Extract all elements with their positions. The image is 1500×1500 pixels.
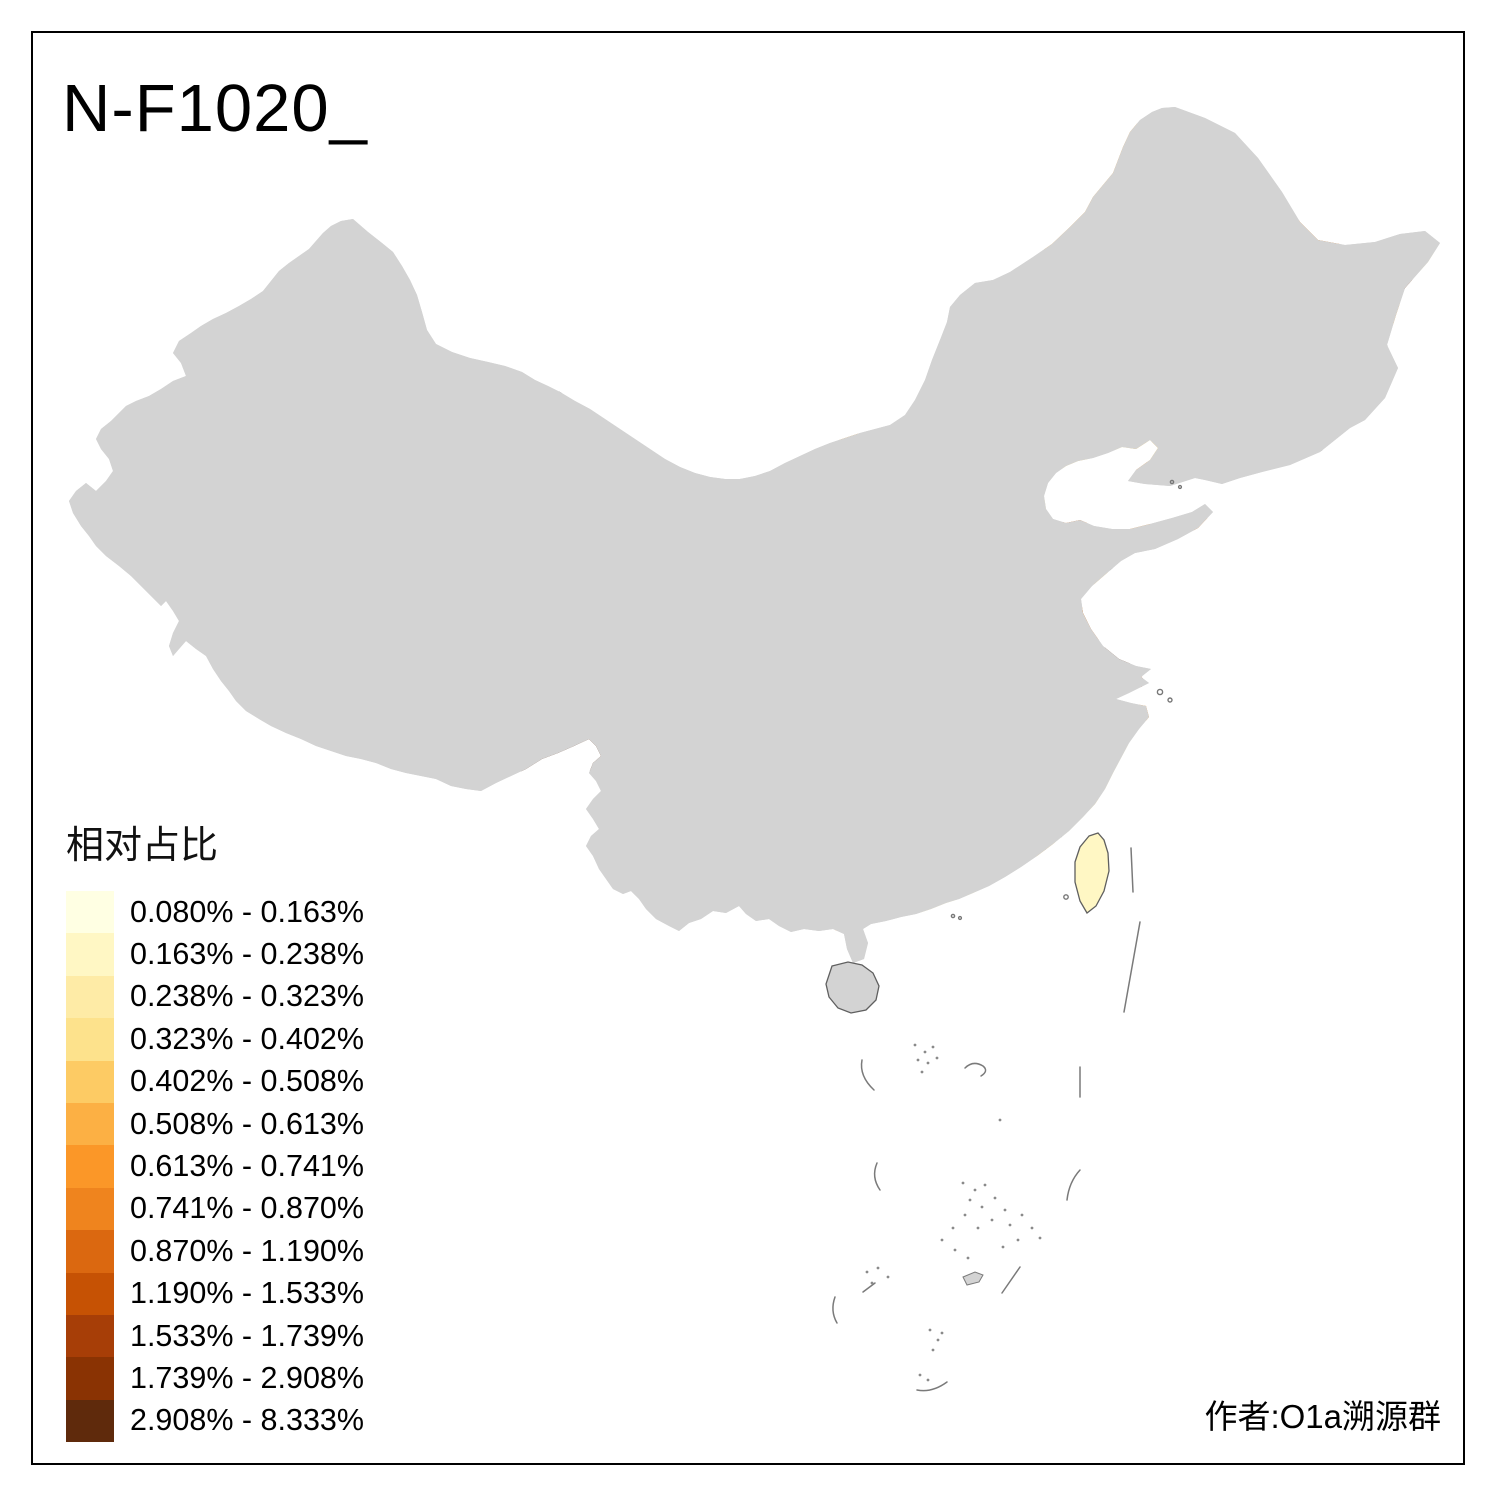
legend: 相对占比 0.080% - 0.163% 0.163% - 0.238% 0.238… xyxy=(66,814,364,1443)
legend-entry: 0.741% - 0.870% xyxy=(66,1187,364,1231)
legend-entry: 0.508% - 0.613% xyxy=(66,1102,364,1146)
legend-label: 0.238% - 0.323% xyxy=(130,979,364,1014)
legend-title: 相对占比 xyxy=(66,825,219,867)
legend-entry: 0.080% - 0.163% xyxy=(66,891,364,934)
legend-entry: 0.323% - 0.402% xyxy=(66,1018,364,1061)
legend-entry: 0.163% - 0.238% xyxy=(66,933,364,976)
legend-label: 0.080% - 0.163% xyxy=(130,894,364,929)
legend-label: 0.613% - 0.741% xyxy=(130,1149,364,1184)
plot-frame xyxy=(31,31,1465,1465)
legend-swatch xyxy=(66,1272,114,1315)
legend-label: 0.323% - 0.402% xyxy=(130,1021,364,1056)
legend-entry: 1.739% - 2.908% xyxy=(66,1357,364,1400)
legend-swatch xyxy=(66,975,114,1019)
legend-swatch xyxy=(66,1102,114,1146)
legend-swatch xyxy=(66,1357,114,1400)
hainan-island xyxy=(825,961,880,1014)
plot-title: N-F1020_ xyxy=(62,71,368,146)
legend-entry: 1.533% - 1.739% xyxy=(66,1314,364,1358)
attribution: 作者:O1a溯源群 xyxy=(1204,1398,1441,1435)
legend-swatch xyxy=(66,1314,114,1358)
legend-entry: 0.613% - 0.741% xyxy=(66,1145,364,1188)
legend-label: 1.739% - 2.908% xyxy=(130,1360,364,1395)
legend-label: 0.870% - 1.190% xyxy=(130,1233,364,1268)
taiwan-island xyxy=(1074,832,1110,914)
legend-label: 0.163% - 0.238% xyxy=(130,937,364,972)
legend-label: 1.190% - 1.533% xyxy=(130,1276,364,1311)
legend-swatch xyxy=(66,1018,114,1061)
coastal-islands xyxy=(950,479,1183,921)
legend-entry: 0.402% - 0.508% xyxy=(66,1060,364,1103)
legend-swatch xyxy=(66,1399,114,1443)
legend-entry: 0.870% - 1.190% xyxy=(66,1230,364,1273)
legend-items: 0.080% - 0.163% 0.163% - 0.238% 0.238% - 0… xyxy=(66,891,364,1443)
prefecture-region xyxy=(1057,500,1088,526)
legend-label: 2.908% - 8.333% xyxy=(130,1403,364,1438)
legend-label: 0.741% - 0.870% xyxy=(130,1191,364,1226)
legend-entry: 2.908% - 8.333% xyxy=(66,1399,364,1443)
legend-swatch xyxy=(66,933,114,976)
legend-swatch xyxy=(66,1187,114,1231)
legend-entry: 0.238% - 0.323% xyxy=(66,975,364,1019)
legend-label: 1.533% - 1.739% xyxy=(130,1318,364,1353)
legend-swatch xyxy=(66,891,114,934)
legend-label: 0.402% - 0.508% xyxy=(130,1064,364,1099)
legend-swatch xyxy=(66,1230,114,1273)
legend-label: 0.508% - 0.613% xyxy=(130,1106,364,1141)
legend-swatch xyxy=(66,1060,114,1103)
south-china-sea-islands xyxy=(832,847,1141,1392)
legend-swatch xyxy=(66,1145,114,1188)
legend-entry: 1.190% - 1.533% xyxy=(66,1272,364,1315)
